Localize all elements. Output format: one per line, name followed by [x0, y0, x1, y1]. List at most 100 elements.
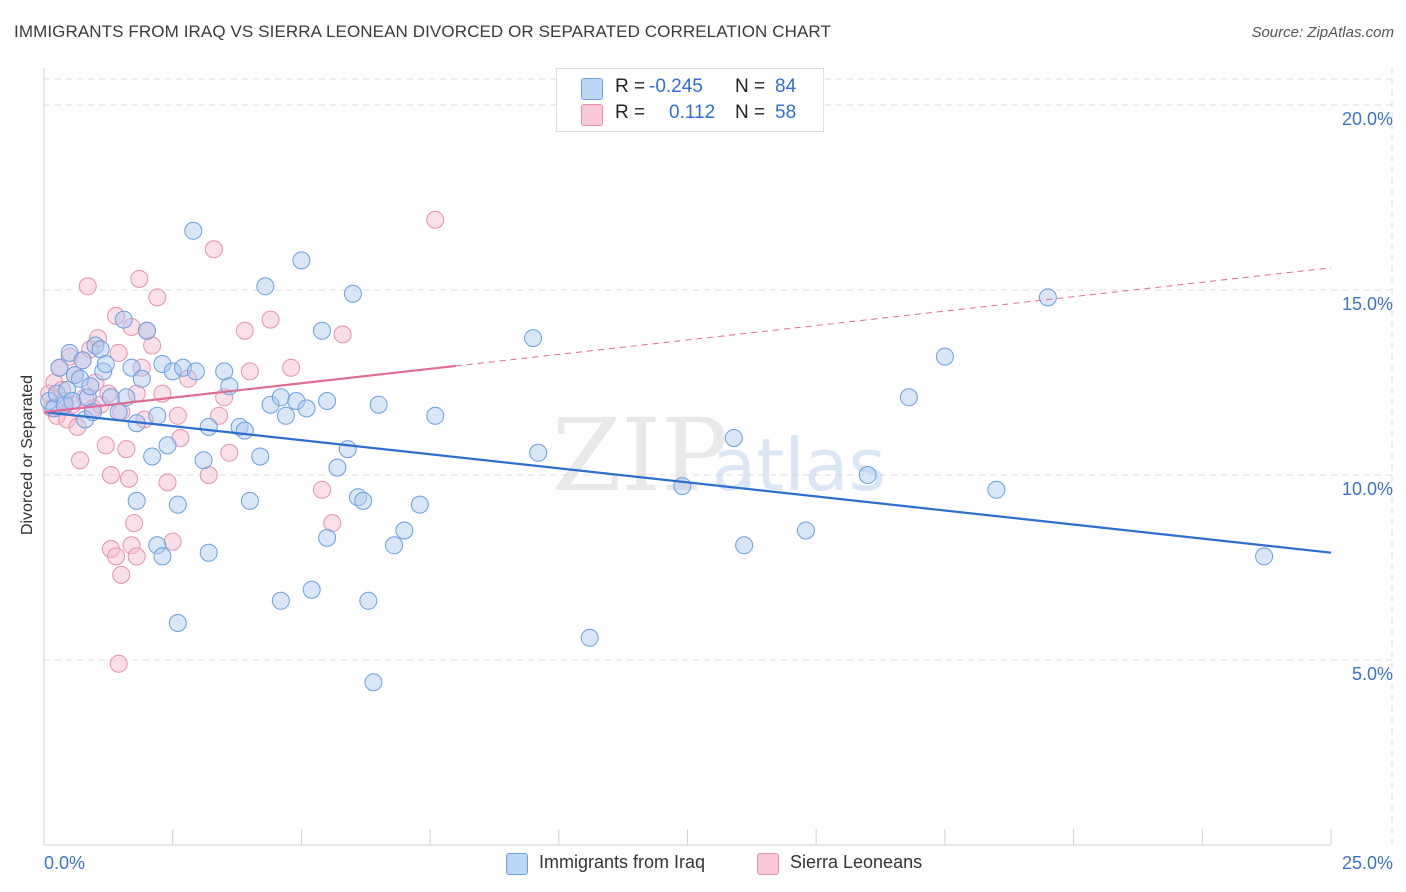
data-point-iraq [385, 536, 404, 555]
data-point-iraq [168, 614, 187, 632]
data-point-sierra [130, 269, 149, 288]
watermark: ZIP atlas [552, 397, 886, 514]
data-point-iraq [276, 406, 295, 425]
data-point-sierra [71, 451, 90, 470]
axes: 5.0% 10.0% 15.0% 20.0% 0.0% 25.0% [43, 68, 1393, 873]
data-point-sierra [163, 532, 182, 551]
data-point-sierra [109, 343, 128, 362]
data-point-sierra [240, 362, 259, 381]
data-point-sierra [127, 547, 146, 566]
data-point-sierra [235, 321, 254, 340]
data-point-sierra [122, 318, 141, 336]
data-point-iraq [199, 543, 218, 562]
data-point-iraq [796, 521, 815, 540]
data-point-iraq [86, 336, 105, 355]
data-point-sierra [101, 466, 120, 484]
legend-n-label: N = [735, 102, 766, 123]
data-point-sierra [312, 480, 331, 499]
data-point-iraq [529, 443, 548, 462]
legend-r-value: 0.112 [669, 102, 716, 123]
legend-r-value: -0.245 [649, 76, 703, 97]
data-point-sierra [125, 514, 144, 533]
data-point-sierra [158, 473, 177, 492]
series-sierra-leoneans [40, 210, 445, 673]
legend-n-label: N = [735, 76, 766, 97]
data-point-iraq [318, 528, 337, 547]
data-point-iraq [50, 358, 69, 377]
y-tick-label: 10.0% [1342, 479, 1393, 499]
data-point-iraq [318, 392, 337, 410]
data-point-iraq [369, 395, 388, 414]
legend-n-value: 58 [775, 102, 797, 123]
data-point-iraq [349, 488, 368, 507]
data-point-iraq [163, 362, 182, 381]
data-point-iraq [240, 491, 259, 510]
trend-line-sierra-extension [455, 267, 1332, 367]
y-tick-label: 20.0% [1342, 109, 1393, 129]
data-point-iraq [426, 406, 445, 425]
data-point-sierra [107, 547, 126, 566]
data-point-sierra [122, 536, 141, 555]
bottom-legend-swatch-iraq [506, 853, 528, 875]
data-point-iraq [153, 355, 172, 373]
data-point-iraq [410, 495, 429, 514]
watermark-atlas: atlas [712, 423, 886, 507]
correlation-legend: R = -0.245 N = 84 R = 0.112 N = 58 [556, 68, 824, 132]
legend-r-label: R = [615, 102, 646, 123]
data-point-iraq [364, 673, 383, 692]
data-point-sierra [53, 380, 72, 399]
data-point-iraq [94, 362, 113, 381]
data-point-iraq [137, 321, 156, 340]
y-tick-label: 15.0% [1342, 294, 1393, 314]
data-point-iraq [302, 580, 321, 599]
data-point-iraq [899, 388, 918, 407]
trend-lines [43, 267, 1332, 554]
data-point-sierra [204, 240, 223, 259]
data-point-sierra [261, 310, 280, 329]
data-point-iraq [935, 347, 954, 366]
data-point-iraq [148, 406, 167, 425]
data-point-sierra [117, 440, 136, 459]
data-point-sierra [148, 288, 167, 307]
data-point-iraq [158, 436, 177, 455]
data-point-iraq [148, 536, 167, 555]
data-point-iraq [114, 310, 133, 329]
data-point-iraq [194, 451, 213, 470]
data-point-sierra [282, 358, 301, 377]
data-point-iraq [230, 417, 249, 436]
data-point-iraq [65, 366, 84, 385]
data-point-sierra [426, 210, 445, 229]
legend-n-value: 84 [775, 76, 797, 97]
data-point-iraq [101, 388, 120, 407]
data-point-iraq [235, 421, 254, 440]
data-point-sierra [119, 469, 138, 488]
data-point-iraq [1038, 288, 1057, 307]
data-point-sierra [179, 369, 198, 388]
data-point-iraq [987, 480, 1006, 499]
trend-line-iraq [43, 411, 1332, 554]
data-point-sierra [112, 565, 131, 584]
data-point-iraq [287, 392, 306, 410]
data-point-iraq [359, 591, 378, 610]
data-point-iraq [735, 536, 754, 555]
bottom-legend-label-sierra: Sierra Leoneans [790, 852, 923, 872]
data-point-iraq [251, 447, 270, 466]
data-point-iraq [132, 369, 151, 388]
data-point-iraq [524, 329, 543, 348]
source-credit: Source: ZipAtlas.com [1251, 24, 1394, 41]
data-point-sierra [68, 417, 87, 436]
data-point-iraq [297, 399, 316, 418]
data-point-iraq [81, 377, 100, 396]
data-point-iraq [328, 458, 347, 477]
data-point-sierra [89, 329, 108, 348]
data-point-iraq [143, 447, 162, 466]
data-point-iraq [63, 392, 82, 410]
legend-swatch-iraq [581, 78, 603, 100]
data-point-iraq [168, 495, 187, 514]
data-point-sierra [168, 406, 187, 425]
data-point-sierra [96, 436, 115, 455]
data-point-iraq [73, 351, 92, 370]
data-point-iraq [184, 221, 203, 240]
bottom-legend-swatch-sierra [757, 853, 779, 875]
data-point-iraq [1255, 547, 1274, 566]
